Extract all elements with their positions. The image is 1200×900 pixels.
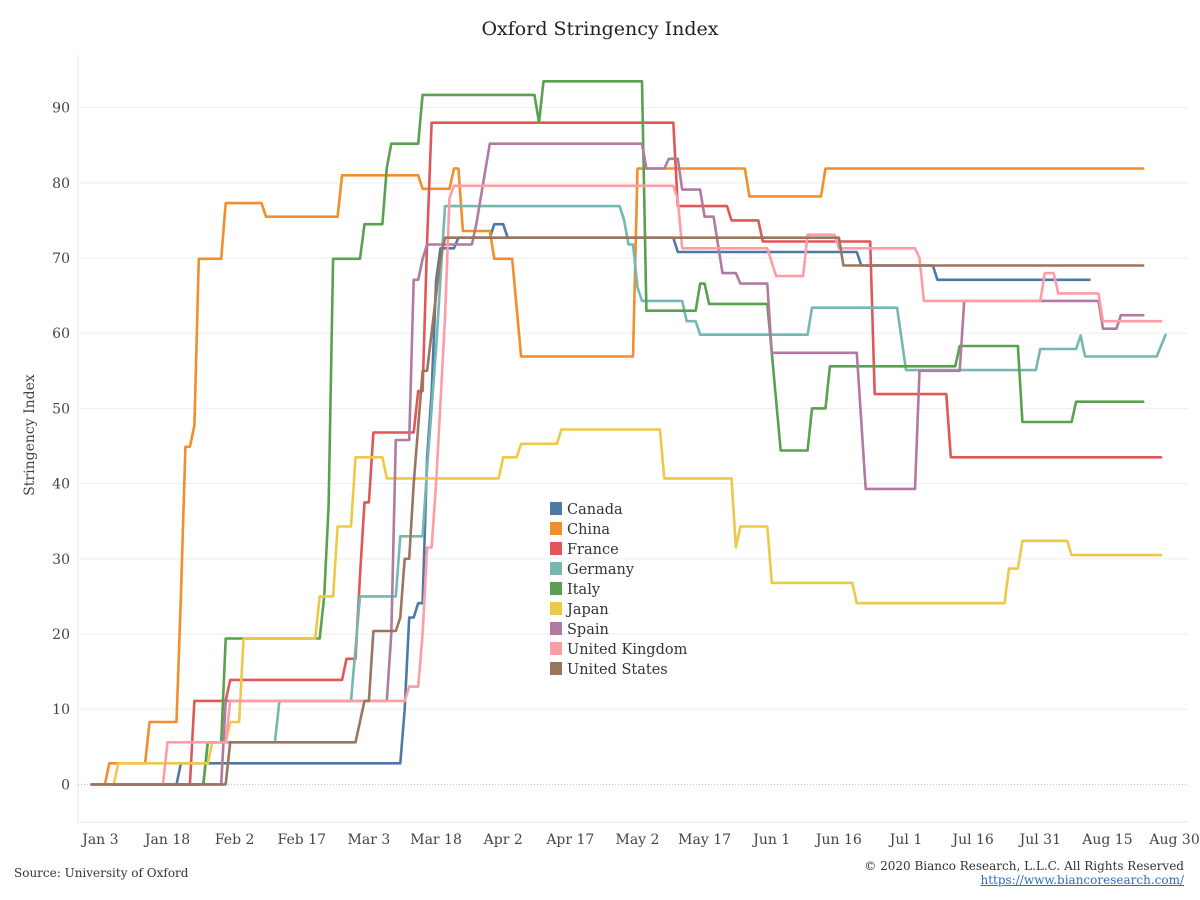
x-tick-label: Jan 18 <box>143 832 190 848</box>
x-tick-label: Jul 16 <box>950 832 993 848</box>
y-axis-title: Stringency Index <box>22 374 38 496</box>
copyright-note: © 2020 Bianco Research, L.L.C. All Right… <box>864 859 1184 873</box>
series-lines <box>90 80 1167 786</box>
x-tick-label: Jun 1 <box>751 832 790 848</box>
legend-label: Germany <box>567 562 635 578</box>
y-tick-label: 0 <box>61 777 70 793</box>
legend-swatch <box>550 542 562 555</box>
y-tick-label: 90 <box>52 101 70 117</box>
y-tick-label: 10 <box>52 702 70 718</box>
series-line-united-kingdom <box>90 184 1163 786</box>
legend-label: United States <box>567 662 668 678</box>
source-note: Source: University of Oxford <box>14 866 189 880</box>
series-line-france <box>90 121 1163 786</box>
series-line-japan <box>90 428 1163 786</box>
x-tick-label: Jan 3 <box>80 832 118 848</box>
x-tick-label: Apr 2 <box>483 832 523 848</box>
y-tick-label: 30 <box>52 552 70 568</box>
y-tick-label: 50 <box>52 401 70 417</box>
x-tick-label: Aug 15 <box>1081 832 1132 848</box>
y-tick-label: 60 <box>52 326 70 342</box>
y-tick-label: 40 <box>52 477 70 493</box>
x-tick-label: May 2 <box>615 832 659 848</box>
legend-label: China <box>567 522 610 538</box>
legend-swatch <box>550 582 562 595</box>
legend-label: France <box>567 542 619 558</box>
legend-swatch <box>550 642 562 655</box>
legend-swatch <box>550 502 562 515</box>
y-axis-ticks: 0 10 20 30 40 50 60 70 80 90 <box>52 101 70 794</box>
legend-label: Spain <box>567 622 609 638</box>
x-tick-label: Jun 16 <box>814 832 862 848</box>
x-tick-label: Jul 1 <box>888 832 922 848</box>
x-tick-label: May 17 <box>678 832 731 848</box>
legend-label: Canada <box>567 502 623 518</box>
x-axis-ticks: Jan 3 Jan 18 Feb 2 Feb 17 Mar 3 Mar 18 Apr 2 Ap… <box>80 832 1200 848</box>
y-tick-label: 20 <box>52 627 70 643</box>
legend-swatch <box>550 522 562 535</box>
legend-label: Italy <box>567 582 601 598</box>
x-tick-label: Aug 30 <box>1148 832 1199 848</box>
legend-label: United Kingdom <box>567 642 688 658</box>
legend-swatch <box>550 622 562 635</box>
x-tick-label: Mar 3 <box>348 832 391 848</box>
x-tick-label: Feb 2 <box>215 832 255 848</box>
chart-title: Oxford Stringency Index <box>481 18 719 40</box>
legend-swatch <box>550 562 562 575</box>
series-line-china <box>90 167 1145 786</box>
series-line-italy <box>90 80 1145 786</box>
legend-swatch <box>550 662 562 675</box>
y-tick-label: 80 <box>52 176 70 192</box>
x-tick-label: Jul 31 <box>1018 832 1061 848</box>
series-line-germany <box>90 204 1167 786</box>
series-line-united-states <box>90 236 1145 786</box>
x-tick-label: Feb 17 <box>278 832 326 848</box>
y-tick-label: 70 <box>52 251 70 267</box>
website-link[interactable]: https://www.biancoresearch.com/ <box>980 873 1184 887</box>
grid-lines <box>77 55 1188 823</box>
x-tick-label: Mar 18 <box>410 832 462 848</box>
x-tick-label: Apr 17 <box>545 832 594 848</box>
series-line-spain <box>90 142 1145 786</box>
legend-swatch <box>550 602 562 615</box>
legend-label: Japan <box>565 602 609 618</box>
legend: Canada China France Germany Italy Japan Spain U… <box>550 502 688 678</box>
